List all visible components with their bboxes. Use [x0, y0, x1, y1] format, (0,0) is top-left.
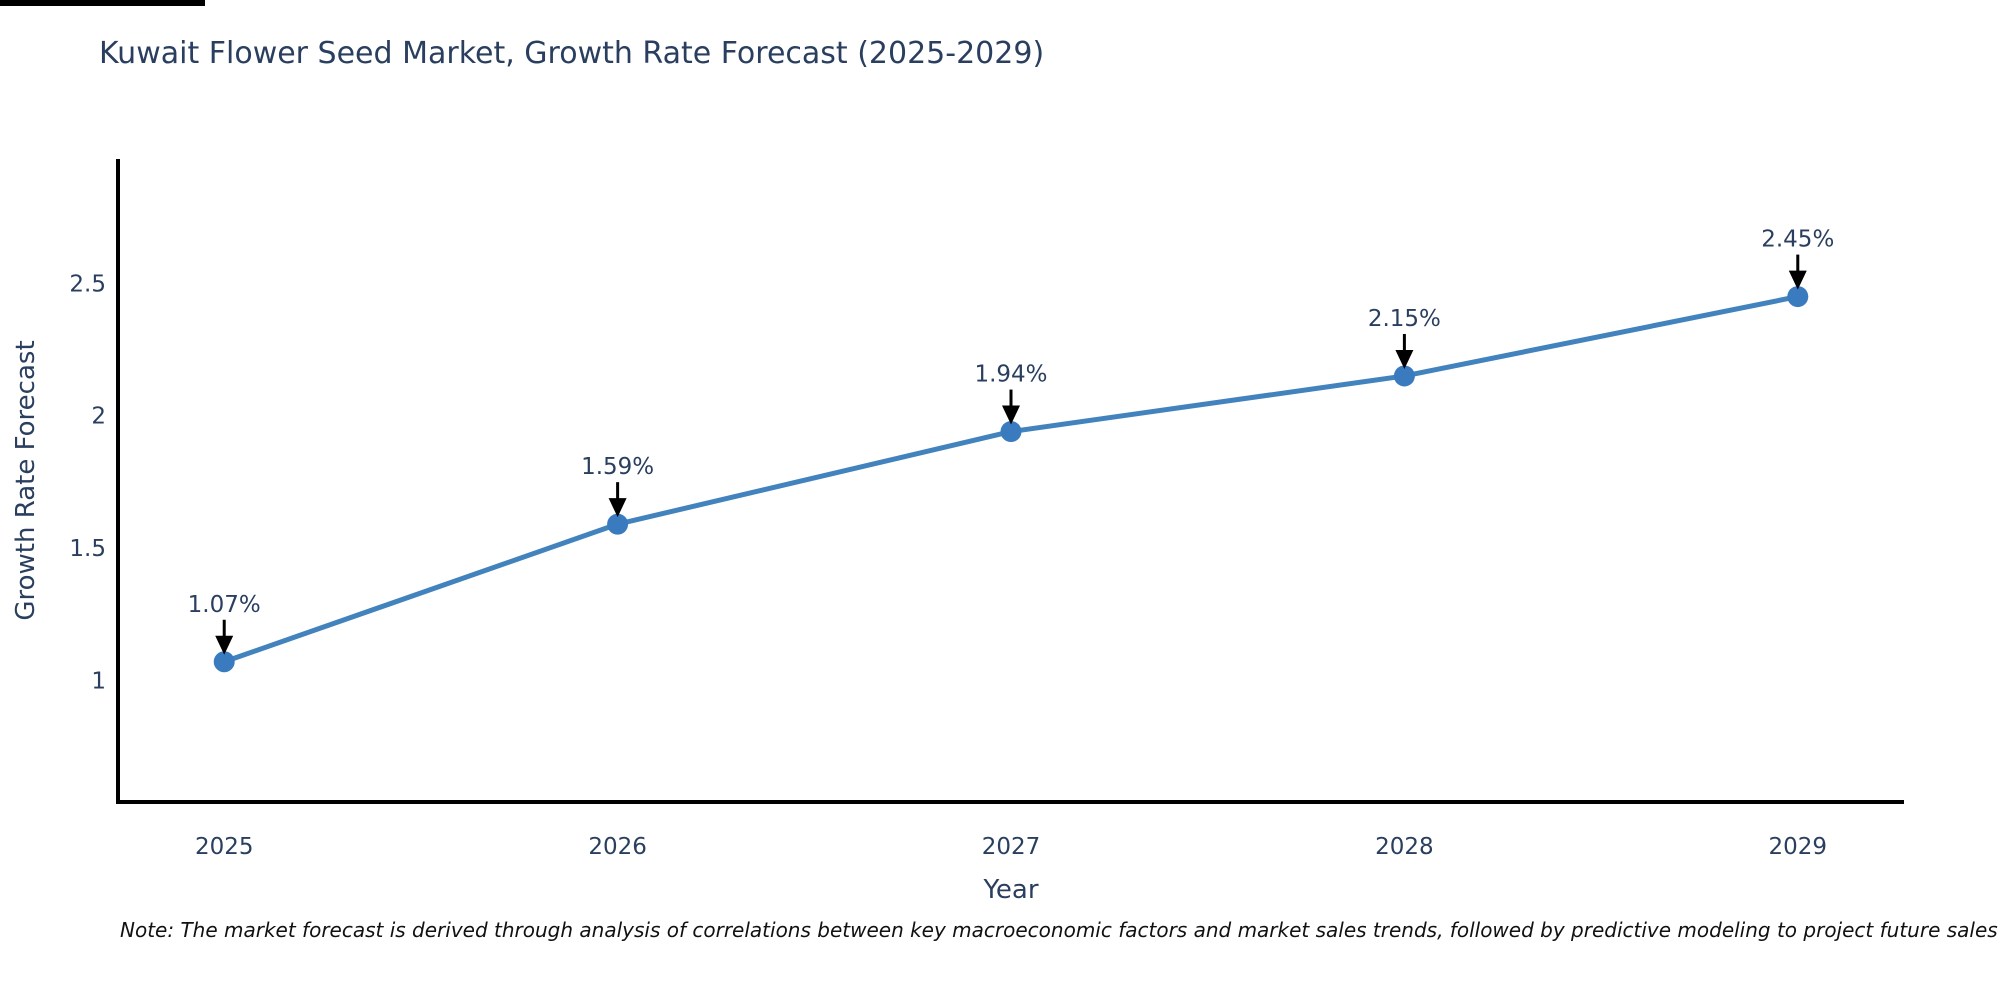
data-point-marker	[1000, 421, 1022, 443]
annotation-arrow-head	[1002, 405, 1020, 425]
data-point-marker	[213, 651, 235, 673]
chart-footnote: Note: The market forecast is derived thr…	[120, 918, 1998, 942]
y-tick-label: 2.5	[69, 271, 106, 297]
data-point-marker	[1393, 365, 1415, 387]
chart-title: Kuwait Flower Seed Market, Growth Rate F…	[99, 36, 1045, 71]
point-value-label: 2.45%	[1761, 227, 1834, 253]
series-line	[221, 294, 1801, 665]
annotation-arrow-head	[608, 498, 627, 518]
annotation-arrow-head	[215, 635, 234, 655]
x-axis-title: Year	[982, 875, 1038, 905]
x-tick-label: 2025	[195, 834, 254, 860]
x-tick-label: 2027	[982, 834, 1041, 860]
data-point-marker	[607, 513, 629, 535]
window-edge-artifact	[0, 0, 205, 6]
point-value-label: 2.15%	[1368, 306, 1441, 332]
x-tick-label: 2028	[1375, 834, 1434, 860]
point-value-label: 1.59%	[581, 454, 654, 480]
y-axis-title: Growth Rate Forecast	[11, 340, 41, 620]
annotation-arrow-head	[1788, 270, 1807, 290]
data-point-marker	[1787, 286, 1809, 308]
y-tick-label: 1.5	[69, 536, 106, 562]
point-value-label: 1.07%	[188, 592, 261, 618]
y-tick-label: 2	[91, 404, 106, 430]
x-tick-label: 2029	[1769, 834, 1828, 860]
point-value-label: 1.94%	[974, 362, 1047, 388]
x-tick-label: 2026	[588, 834, 647, 860]
annotation-arrow-head	[1395, 349, 1414, 369]
y-tick-label: 1	[91, 668, 106, 694]
